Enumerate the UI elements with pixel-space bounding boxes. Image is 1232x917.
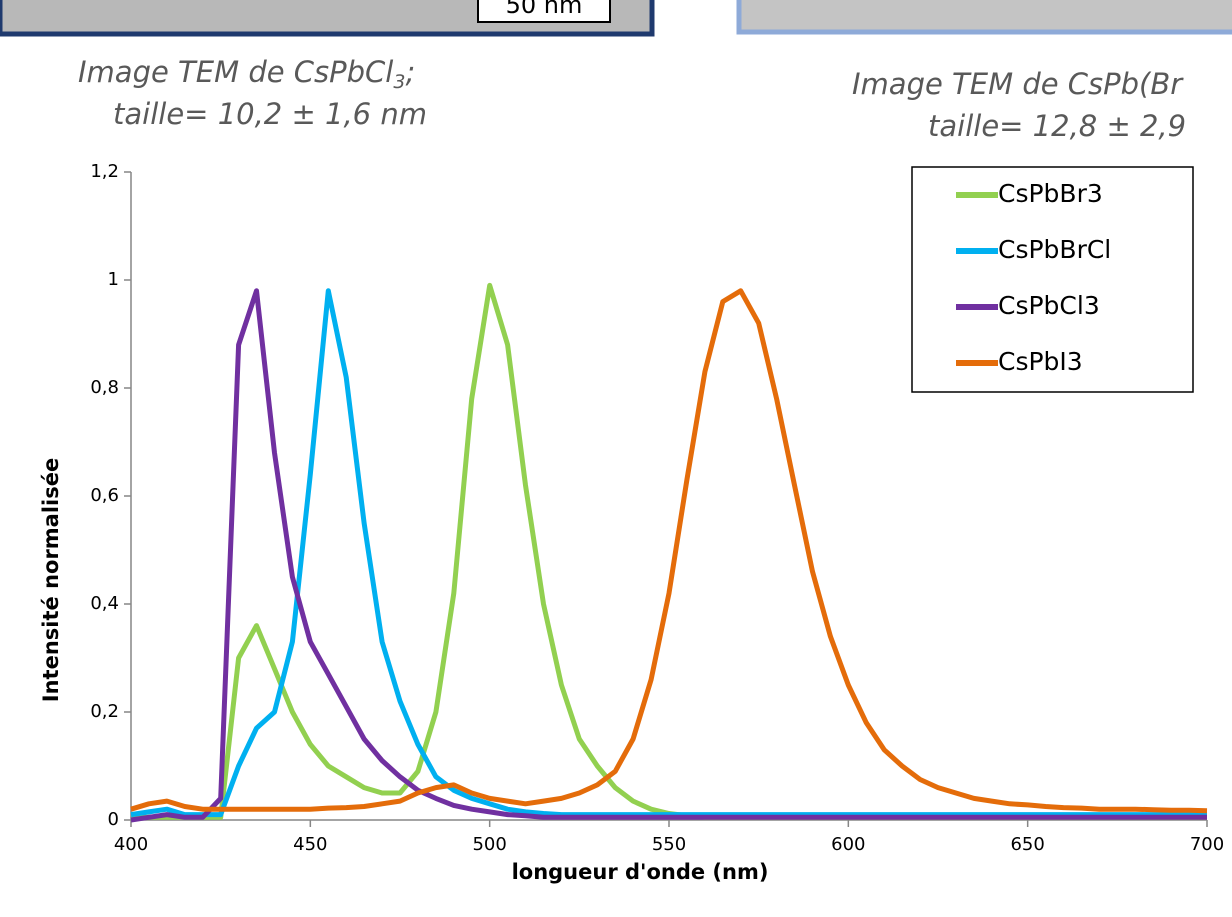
legend-label: CsPbCl3 <box>998 291 1100 320</box>
y-tick-label: 0 <box>108 809 119 830</box>
x-tick-label: 550 <box>652 834 686 855</box>
scale-bar-box <box>477 0 611 23</box>
caption-right-1: Image TEM de CsPb(Br <box>852 67 1184 101</box>
series-line <box>130 288 1207 818</box>
legend-label: CsPbBr3 <box>998 179 1103 208</box>
caption-sub: 3 <box>393 71 405 93</box>
caption-text: ; <box>405 55 415 89</box>
y-tick-label: 1 <box>108 269 119 290</box>
x-axis-title: longueur d'onde (nm) <box>512 860 769 884</box>
caption-left-1: Image TEM de CsPbCl3; <box>78 55 415 93</box>
y-tick-label: 0,4 <box>90 593 119 614</box>
x-tick-label: 700 <box>1190 834 1224 855</box>
caption-left-2: taille= 10,2 ± 1,6 nm <box>113 97 427 131</box>
series-line <box>130 288 1207 823</box>
legend-label: CsPbI3 <box>998 347 1083 376</box>
x-tick-label: 500 <box>472 834 506 855</box>
x-tick-label: 400 <box>114 834 148 855</box>
caption-text: Image TEM de CsPbCl <box>78 55 393 89</box>
x-tick-label: 600 <box>831 834 865 855</box>
x-tick-label: 450 <box>293 834 327 855</box>
y-tick-label: 0,8 <box>90 377 119 398</box>
x-tick-label: 650 <box>1010 834 1044 855</box>
legend-label: CsPbBrCl <box>998 235 1111 264</box>
y-axis-title: Intensité normalisée <box>39 458 63 702</box>
legend-box <box>911 166 1194 393</box>
tem-image-right <box>736 0 1232 35</box>
y-tick-label: 0,6 <box>90 485 119 506</box>
y-tick-label: 1,2 <box>90 161 119 182</box>
caption-right-2: taille= 12,8 ± 2,9 <box>928 109 1186 143</box>
scale-bar-label: 50 nm <box>506 0 583 19</box>
y-tick-label: 0,2 <box>90 701 119 722</box>
series-line <box>130 288 1208 814</box>
